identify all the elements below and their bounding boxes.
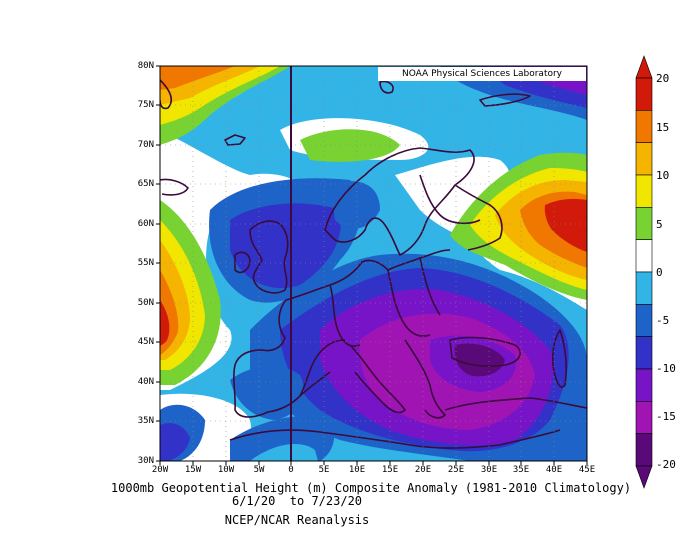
colorbar [635, 55, 653, 489]
colorbar-arrow-top [635, 55, 653, 79]
colorbar-segment [635, 207, 653, 240]
lat-label: 35N [137, 416, 154, 426]
caption-title: 1000mb Geopotential Height (m) Composite… [110, 481, 632, 495]
lat-label: 40N [137, 377, 154, 387]
colorbar-label: 10 [656, 169, 670, 182]
lat-label: 70N [137, 140, 154, 150]
colorbar-segment [635, 110, 653, 143]
colorbar-label: -15 [656, 410, 676, 423]
lon-label: 35E [512, 465, 530, 475]
graticule [160, 66, 587, 461]
lat-label: 30N [137, 456, 154, 466]
lon-label: 30E [480, 465, 498, 475]
colorbar-label: 15 [656, 121, 670, 134]
colorbar-label: -10 [656, 362, 676, 375]
colorbar-segment [635, 77, 653, 111]
caption-dates: 6/1/20 to 7/23/20 [231, 494, 363, 508]
colorbar-label: -5 [656, 314, 670, 327]
lat-label: 75N [137, 100, 154, 110]
axis-ticks [156, 65, 588, 465]
lon-label: 5E [318, 465, 330, 475]
colorbar-segment [635, 239, 653, 273]
colorbar-segment [635, 368, 653, 402]
colorbar-segment [635, 304, 653, 337]
colorbar-segment [635, 142, 653, 176]
lat-label: 55N [137, 258, 154, 268]
lon-label: 20E [414, 465, 432, 475]
lat-label: 65N [137, 179, 154, 189]
lon-label: 45E [578, 465, 596, 475]
colorbar-label: 5 [656, 218, 663, 231]
lon-label: 40E [545, 465, 563, 475]
caption-source: NCEP/NCAR Reanalysis [224, 513, 370, 527]
colorbar-segment [635, 401, 653, 434]
lon-label: 10W [217, 465, 235, 475]
colorbar-segment [635, 433, 653, 467]
colorbar-segment [635, 271, 653, 305]
colorbar-label: 20 [656, 72, 670, 85]
anomaly-field [160, 66, 587, 461]
coastlines [160, 79, 587, 449]
lon-label: 5W [253, 465, 265, 475]
lat-label: 80N [137, 61, 154, 71]
colorbar-arrow-bottom [635, 465, 653, 489]
lat-label: 45N [137, 337, 154, 347]
credit-label: NOAA Physical Sciences Laboratory [378, 67, 586, 81]
lon-label: 15W [184, 465, 202, 475]
lon-label: 0 [288, 465, 294, 475]
colorbar-segment [635, 174, 653, 208]
lon-label: 25E [447, 465, 465, 475]
colorbar-segment [635, 336, 653, 370]
lon-label: 15E [381, 465, 399, 475]
colorbar-label: -20 [656, 458, 676, 471]
colorbar-label: 0 [656, 266, 663, 279]
lon-label: 10E [348, 465, 366, 475]
lon-label: 20W [151, 465, 169, 475]
lat-label: 50N [137, 298, 154, 308]
lat-label: 60N [137, 219, 154, 229]
